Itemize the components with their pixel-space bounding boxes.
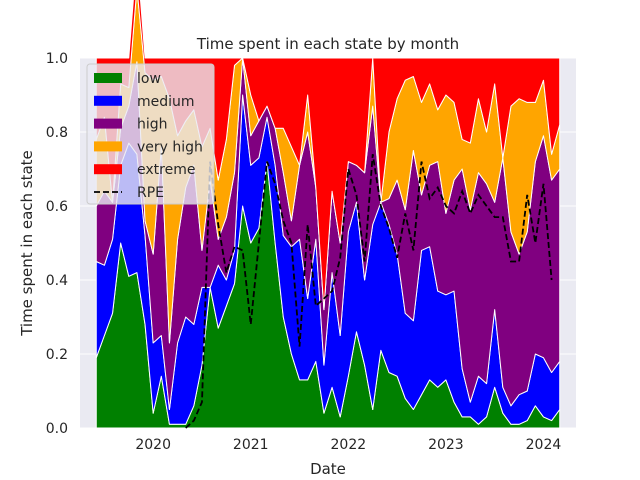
- y-ticks: 0.0 0.2 0.4 0.6 0.8 1.0: [46, 51, 68, 437]
- y-tick-label: 1.0: [46, 51, 68, 67]
- x-axis-label: Date: [310, 460, 346, 478]
- x-tick-label: 2021: [233, 437, 269, 453]
- x-tick-label: 2023: [428, 437, 464, 453]
- legend-label-extreme: extreme: [137, 162, 195, 178]
- x-ticks: 2020 2021 2022 2023 2024: [135, 437, 561, 453]
- y-tick-label: 0.4: [46, 273, 68, 289]
- y-tick-label: 0.2: [46, 347, 68, 363]
- y-tick-label: 0.8: [46, 125, 68, 141]
- y-tick-label: 0.0: [46, 421, 68, 437]
- legend-label-medium: medium: [137, 94, 195, 110]
- legend-label-very-high: very high: [137, 139, 203, 155]
- x-tick-label: 2024: [526, 437, 562, 453]
- legend-swatch-extreme: [94, 164, 122, 175]
- legend-swatch-low: [94, 73, 122, 83]
- chart-title: Time spent in each state by month: [196, 35, 459, 53]
- rpe-layer: [185, 154, 553, 429]
- rpe-line: [185, 154, 553, 429]
- legend-label-high: high: [137, 117, 168, 133]
- legend: low medium high very high extreme RPE: [86, 63, 215, 205]
- legend-swatch-medium: [94, 95, 122, 106]
- legend-swatch-very-high: [94, 141, 122, 152]
- x-tick-label: 2022: [331, 437, 367, 453]
- legend-label-RPE: RPE: [137, 185, 164, 201]
- y-axis-label: Time spent in each state: [18, 150, 36, 337]
- x-tick-label: 2020: [135, 437, 171, 453]
- legend-label-low: low: [137, 71, 161, 87]
- legend-swatch-high: [94, 118, 122, 129]
- y-tick-label: 0.6: [46, 199, 68, 215]
